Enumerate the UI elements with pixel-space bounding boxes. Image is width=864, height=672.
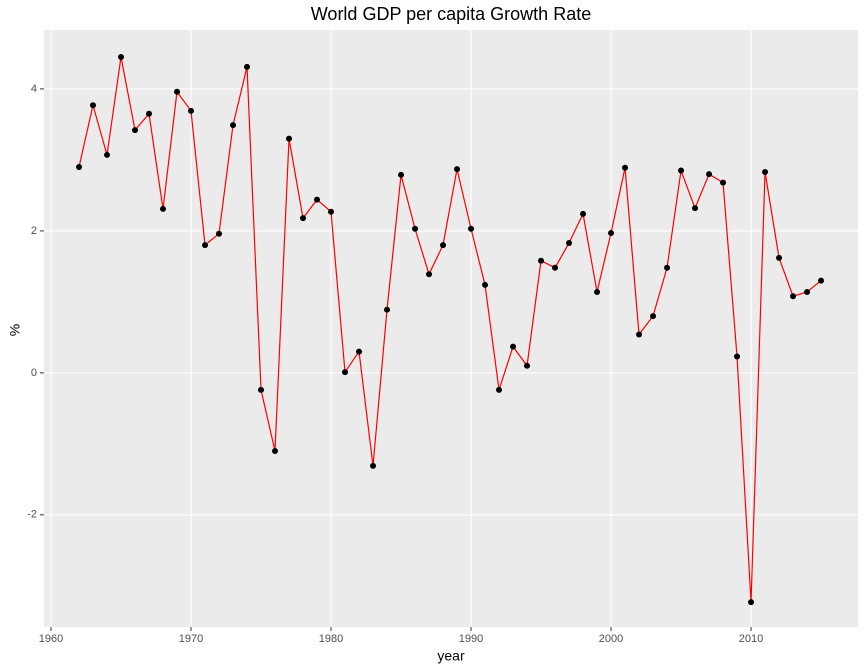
x-axis-title: year (437, 648, 465, 664)
point (314, 196, 321, 203)
line (78, 56, 822, 603)
point (552, 264, 559, 271)
point (342, 369, 349, 376)
point (580, 210, 587, 217)
point (328, 208, 335, 215)
point (790, 293, 797, 300)
point (482, 281, 489, 288)
point (818, 277, 825, 284)
point (412, 225, 419, 232)
point (160, 205, 167, 212)
point (188, 107, 195, 114)
point (734, 353, 741, 360)
x-tick-label: 1980 (319, 633, 343, 645)
x-tick-label: 1960 (39, 633, 63, 645)
point (118, 53, 125, 60)
point (174, 88, 181, 95)
point (370, 462, 377, 469)
point (524, 362, 531, 369)
point (398, 171, 405, 178)
point (608, 230, 615, 237)
point (244, 63, 251, 70)
point (706, 171, 713, 178)
point (496, 386, 503, 393)
x-tick-label: 2010 (739, 633, 763, 645)
point (104, 151, 111, 158)
point (146, 110, 153, 117)
point (384, 306, 391, 313)
point (776, 254, 783, 261)
point (636, 331, 643, 338)
point (692, 205, 699, 212)
y-tick-label: -2 (27, 509, 37, 521)
point (664, 264, 671, 271)
y-tick-label: 4 (31, 83, 37, 95)
point (804, 288, 811, 295)
point (300, 215, 307, 222)
chart-title: World GDP per capita Growth Rate (311, 4, 591, 24)
point (76, 164, 83, 171)
point (454, 166, 461, 173)
point (622, 164, 629, 171)
point (510, 343, 517, 350)
point (258, 386, 265, 393)
point (132, 127, 139, 134)
point (594, 288, 601, 295)
point (286, 135, 293, 142)
point (272, 447, 279, 454)
y-axis-title: % (7, 324, 23, 336)
point (678, 167, 685, 174)
point (566, 239, 573, 246)
point (356, 348, 363, 355)
x-tick-label: 2000 (599, 633, 623, 645)
point (440, 242, 447, 249)
point (762, 168, 769, 175)
point (230, 122, 237, 129)
point (90, 102, 97, 109)
y-tick-label: 2 (31, 225, 37, 237)
x-tick-label: 1990 (459, 633, 483, 645)
point (216, 230, 223, 237)
point (538, 257, 545, 264)
point (468, 225, 475, 232)
point (426, 271, 433, 278)
point (650, 313, 657, 320)
point (720, 179, 727, 186)
panel (44, 30, 858, 627)
point (202, 242, 209, 249)
point (748, 599, 755, 606)
y-tick-label: 0 (31, 367, 37, 379)
x-tick-label: 1970 (179, 633, 203, 645)
